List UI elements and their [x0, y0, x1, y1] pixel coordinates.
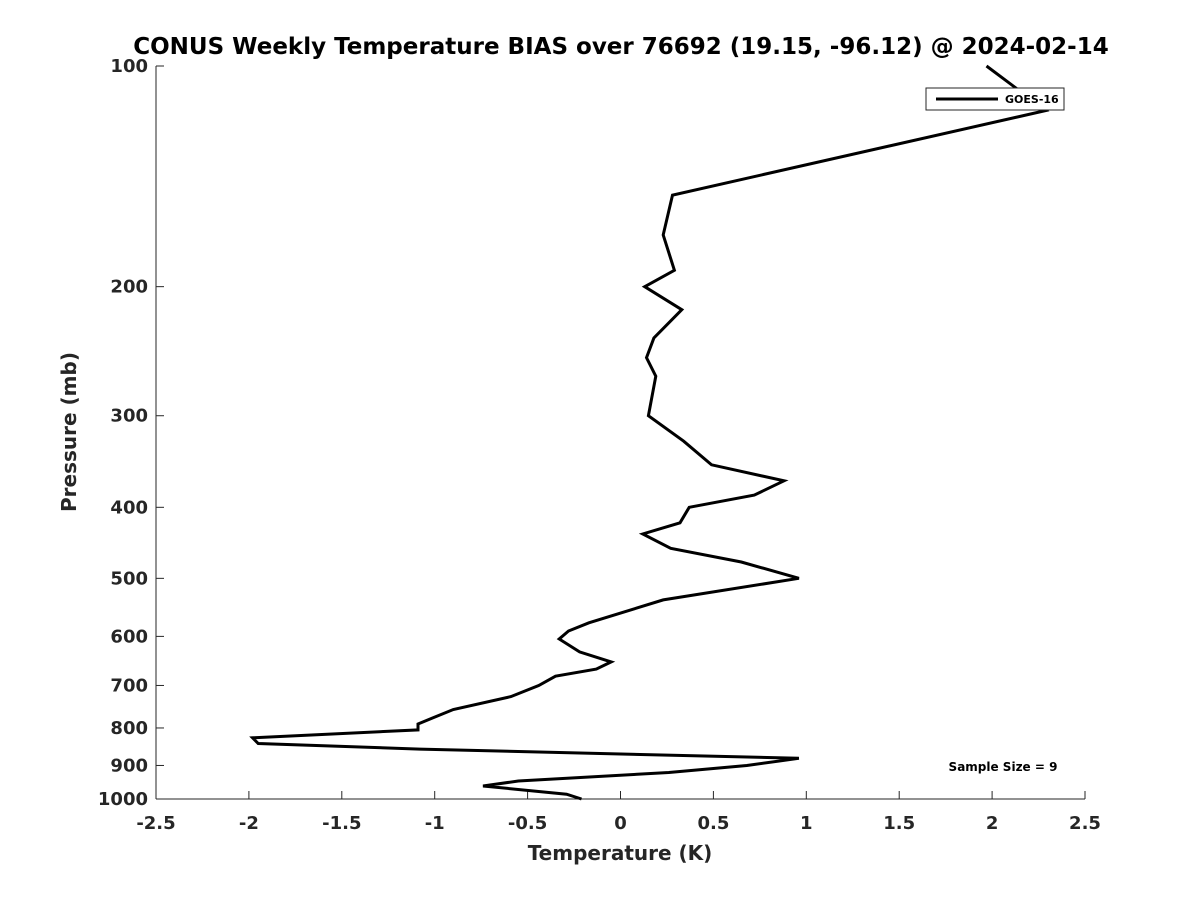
chart-title: CONUS Weekly Temperature BIAS over 76692… — [133, 34, 1108, 60]
series-line-goes-16 — [249, 64, 1050, 801]
x-tick-label: 2.5 — [1069, 813, 1101, 834]
x-tick-label: 0.5 — [697, 813, 729, 834]
y-tick-label: 900 — [110, 755, 148, 776]
x-tick-label: -2 — [239, 813, 259, 834]
y-tick-label: 600 — [110, 626, 148, 647]
x-tick-label: -1 — [425, 813, 445, 834]
sample-size-annotation: Sample Size = 9 — [949, 760, 1058, 774]
legend: GOES-16 — [925, 87, 1065, 111]
y-tick-label: 300 — [110, 406, 148, 427]
y-tick-label: 100 — [110, 56, 148, 77]
x-tick-label: 1 — [800, 813, 813, 834]
y-ticks: 100 200 300 400 500 600 700 800 900 1000 — [98, 56, 164, 810]
x-tick-label: 1.5 — [883, 813, 915, 834]
y-tick-label: 800 — [110, 718, 148, 739]
x-axis-label: Temperature (K) — [528, 841, 713, 865]
x-tick-label: -1.5 — [322, 813, 361, 834]
legend-label-goes-16: GOES-16 — [1005, 93, 1059, 106]
y-tick-label: 200 — [110, 277, 148, 298]
plot-background — [156, 66, 1085, 799]
series-layer — [249, 64, 1050, 801]
y-tick-label: 1000 — [98, 789, 148, 810]
x-tick-label: 2 — [986, 813, 999, 834]
x-tick-label: 0 — [614, 813, 627, 834]
y-tick-label: 500 — [110, 568, 148, 589]
x-tick-label: -0.5 — [508, 813, 547, 834]
x-ticks: -2.5 -2 -1.5 -1 -0.5 0 0.5 1 1.5 2 2.5 — [136, 791, 1101, 834]
y-axis-label: Pressure (mb) — [57, 352, 81, 512]
y-tick-label: 700 — [110, 675, 148, 696]
y-tick-label: 400 — [110, 497, 148, 518]
x-tick-label: -2.5 — [136, 813, 175, 834]
plot-area: -2.5 -2 -1.5 -1 -0.5 0 0.5 1 1.5 2 2.5 100 200 300 40… — [98, 56, 1101, 834]
